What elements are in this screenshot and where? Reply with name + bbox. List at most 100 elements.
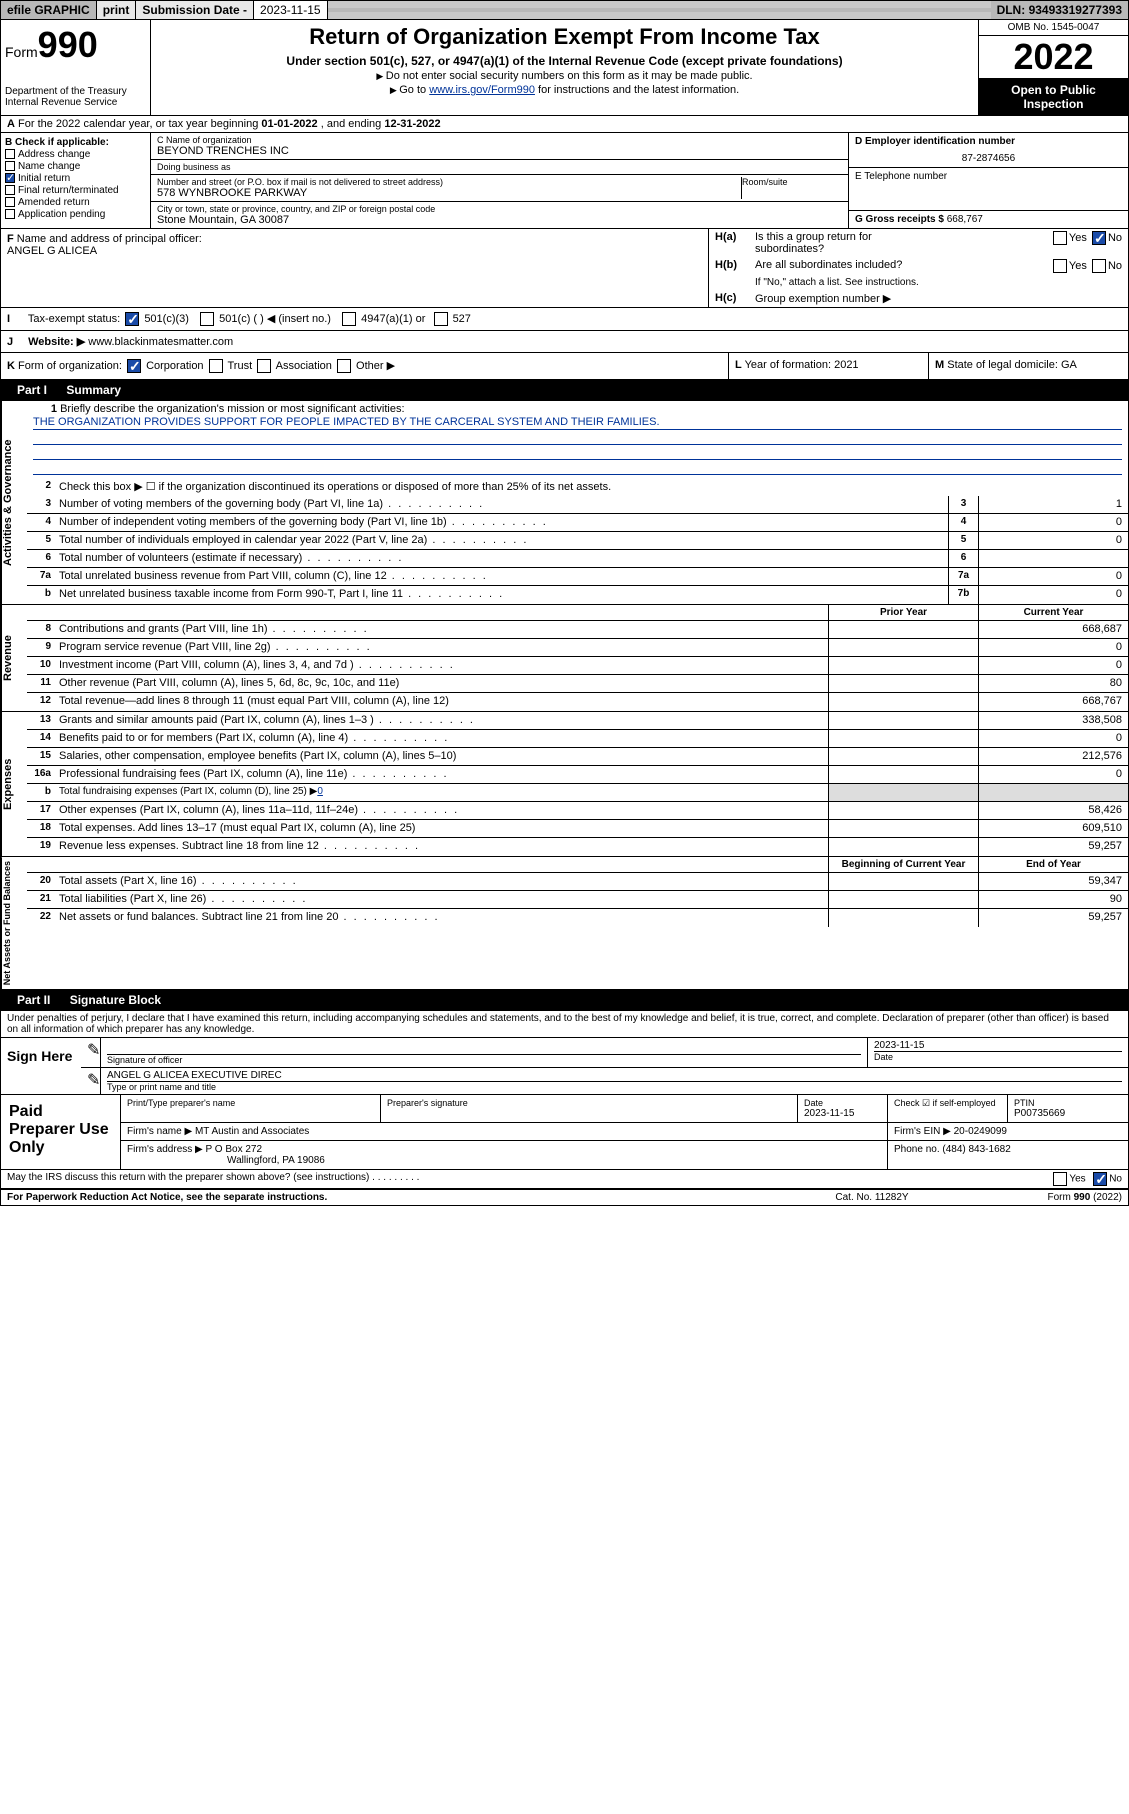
ha-checkboxes: Yes No [1002,231,1122,255]
line8: 8 Contributions and grants (Part VIII, l… [27,621,1128,639]
end-year-header: End of Year [978,857,1128,872]
line16b: b Total fundraising expenses (Part IX, c… [27,784,1128,802]
firm-name-cell: Firm's name ▶ MT Austin and Associates [121,1123,888,1140]
dln-label: DLN: [997,3,1029,17]
row-f-label: F [7,233,14,245]
line5: 5 Total number of individuals employed i… [27,532,1128,550]
hc-row: H(c) Group exemption number ▶ [709,290,1128,307]
paperwork-notice: For Paperwork Reduction Act Notice, see … [7,1192,772,1203]
revenue-section: Revenue Prior Year Current Year 8 Contri… [0,605,1129,712]
print-button[interactable]: print [97,1,137,19]
chk-corporation[interactable] [127,359,141,373]
col-b-header: B Check if applicable: [5,137,146,148]
goto-post: for instructions and the latest informat… [535,84,739,96]
chk-amended-return[interactable]: Amended return [5,197,146,208]
ha-text: Is this a group return for subordinates? [755,231,1002,255]
chk-501c3[interactable] [125,312,139,326]
line11: 11 Other revenue (Part VIII, column (A),… [27,675,1128,693]
street-box: Number and street (or P.O. box if mail i… [157,177,742,199]
line15: 15 Salaries, other compensation, employe… [27,748,1128,766]
open-pub-line1: Open to Public [983,83,1124,97]
vtab-activities: Activities & Governance [1,401,27,604]
city-box: City or town, state or province, country… [151,202,848,228]
checkbox-icon [5,149,15,159]
net-assets-content: Beginning of Current Year End of Year 20… [27,857,1128,989]
checkbox-icon [5,185,15,195]
sig-date-field: 2023-11-15 Date [868,1038,1128,1067]
preparer-line1: Print/Type preparer's name Preparer's si… [121,1095,1128,1123]
paid-preparer-content: Print/Type preparer's name Preparer's si… [121,1095,1128,1169]
principal-officer: F Name and address of principal officer:… [1,229,708,307]
hb-yes-checkbox[interactable] [1053,259,1067,273]
chk-app-pending[interactable]: Application pending [5,209,146,220]
line2: 2 Check this box ▶ ☐ if the organization… [27,478,1128,496]
suite-box: Room/suite [742,177,842,199]
checkbox-filled-icon [5,173,15,183]
mission-text: THE ORGANIZATION PROVIDES SUPPORT FOR PE… [33,416,1122,430]
hb-no-checkbox[interactable] [1092,259,1106,273]
irs-link[interactable]: www.irs.gov/Form990 [429,84,535,96]
row-m-label: M [935,359,944,371]
line14: 14 Benefits paid to or for members (Part… [27,730,1128,748]
chk-initial-return[interactable]: Initial return [5,173,146,184]
chk-final-return[interactable]: Final return/terminated [5,185,146,196]
org-name-label: C Name of organization [157,135,842,145]
state-domicile: M State of legal domicile: GA [928,353,1128,379]
sign-here-label: Sign Here [1,1038,81,1094]
tax-year-begin: 01-01-2022 [261,118,317,130]
line19: 19 Revenue less expenses. Subtract line … [27,838,1128,856]
chk-other[interactable] [337,359,351,373]
efile-label: efile GRAPHIC [1,1,97,19]
year-formation: L Year of formation: 2021 [728,353,928,379]
row-j-website: J Website: ▶ www.blackinmatesmatter.com [0,331,1129,353]
row-a-tax-year: A For the 2022 calendar year, or tax yea… [0,116,1129,133]
hc-text: Group exemption number ▶ [755,292,1122,305]
form-990-number: 990 [38,24,98,65]
line1-num: 1 [33,403,57,415]
hb-note: If "No," attach a list. See instructions… [709,275,1128,290]
phone-label: E Telephone number [855,171,1122,182]
officer-name: ANGEL G ALICEA [7,245,97,257]
mission-line2 [33,431,1122,445]
dln-value: 93493319277393 [1029,3,1122,17]
part2-header: Part II Signature Block [0,990,1129,1011]
chk-name-change[interactable]: Name change [5,161,146,172]
chk-501c[interactable] [200,312,214,326]
line2-desc: Check this box ▶ ☐ if the organization d… [55,478,1128,496]
line18: 18 Total expenses. Add lines 13–17 (must… [27,820,1128,838]
beginning-year-header: Beginning of Current Year [828,857,978,872]
ha-yes-checkbox[interactable] [1053,231,1067,245]
top-bar: efile GRAPHIC print Submission Date - 20… [0,0,1129,20]
chk-trust[interactable] [209,359,223,373]
declaration-text: Under penalties of perjury, I declare th… [0,1011,1129,1038]
form-number: Form990 [5,24,146,66]
firm-addr-cell: Firm's address ▶ P O Box 272 Wallingford… [121,1141,888,1169]
officer-signature-field: Signature of officer [101,1038,868,1067]
prep-date-cell: Date 2023-11-15 [798,1095,888,1122]
line17: 17 Other expenses (Part IX, column (A), … [27,802,1128,820]
city-label: City or town, state or province, country… [157,204,842,214]
street-row: Number and street (or P.O. box if mail i… [151,175,848,202]
part1-header: Part I Summary [0,380,1129,401]
chk-4947[interactable] [342,312,356,326]
net-assets-header-row: Beginning of Current Year End of Year [27,857,1128,873]
form-subtitle: Under section 501(c), 527, or 4947(a)(1)… [159,54,970,68]
chk-527[interactable] [434,312,448,326]
pen-icon: ✎ [81,1068,101,1094]
irs-no-checkbox[interactable] [1093,1172,1107,1186]
open-to-public: Open to Public Inspection [979,79,1128,115]
irs-yes-checkbox[interactable] [1053,1172,1067,1186]
chk-association[interactable] [257,359,271,373]
activities-governance-section: Activities & Governance 1 Briefly descri… [0,401,1129,605]
fundraising-link[interactable]: 0 [317,786,323,797]
chk-address-change[interactable]: Address change [5,149,146,160]
dba-box: Doing business as [151,160,848,175]
may-irs-row: May the IRS discuss this return with the… [0,1170,1129,1189]
ha-no-checkbox[interactable] [1092,231,1106,245]
phone-box: E Telephone number [849,168,1128,211]
revenue-content: Prior Year Current Year 8 Contributions … [27,605,1128,711]
line16a: 16a Professional fundraising fees (Part … [27,766,1128,784]
org-name-value: BEYOND TRENCHES INC [157,145,842,157]
line22: 22 Net assets or fund balances. Subtract… [27,909,1128,927]
prior-year-header: Prior Year [828,605,978,620]
